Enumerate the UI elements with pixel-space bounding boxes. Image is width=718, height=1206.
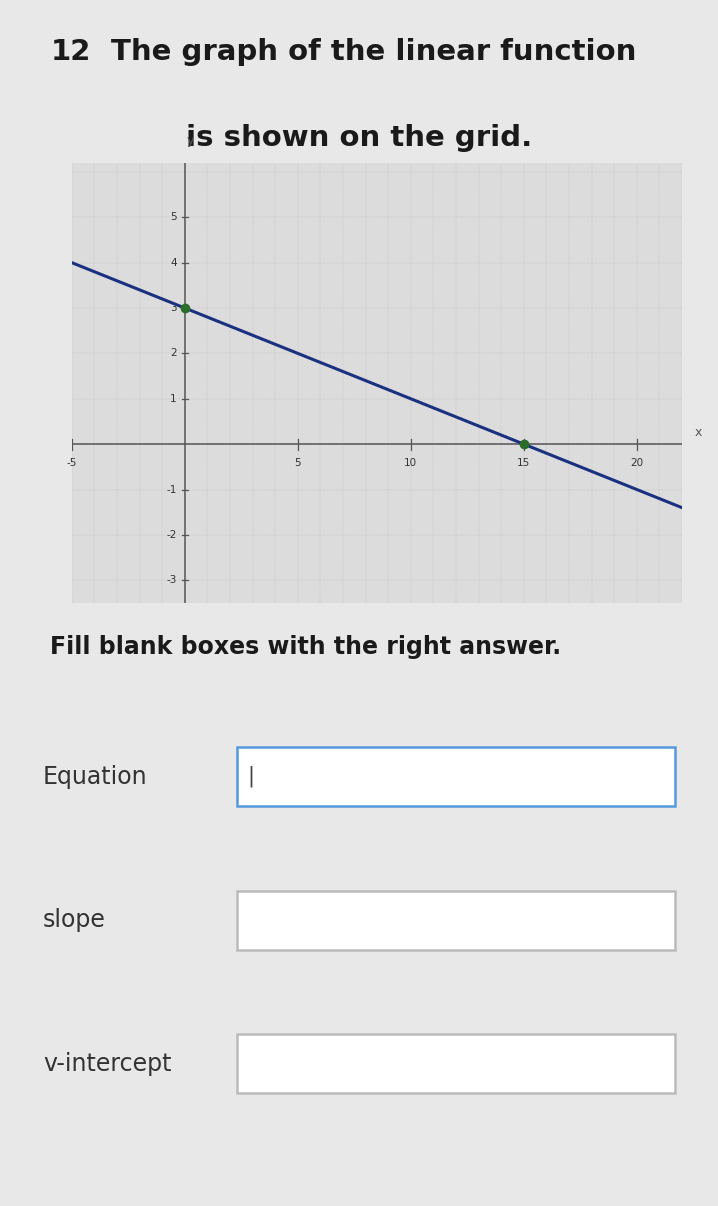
Text: is shown on the grid.: is shown on the grid.	[186, 124, 532, 152]
FancyBboxPatch shape	[237, 748, 675, 806]
FancyBboxPatch shape	[237, 1035, 675, 1093]
Text: 1: 1	[170, 394, 177, 404]
Text: 5: 5	[294, 458, 301, 468]
Text: |: |	[248, 766, 255, 788]
Text: 2: 2	[170, 349, 177, 358]
Text: y: y	[187, 134, 194, 147]
Text: 3: 3	[170, 303, 177, 314]
Text: v-intercept: v-intercept	[43, 1052, 172, 1076]
Text: -1: -1	[167, 485, 177, 494]
Text: slope: slope	[43, 908, 106, 932]
Text: 4: 4	[170, 258, 177, 268]
Text: -3: -3	[167, 575, 177, 585]
Text: -2: -2	[167, 529, 177, 540]
FancyBboxPatch shape	[237, 891, 675, 950]
Text: Fill blank boxes with the right answer.: Fill blank boxes with the right answer.	[50, 636, 561, 658]
Text: 10: 10	[404, 458, 417, 468]
Text: Equation: Equation	[43, 765, 148, 789]
Text: The graph of the linear function: The graph of the linear function	[111, 37, 637, 65]
Text: 12: 12	[50, 37, 90, 65]
Text: x: x	[694, 426, 701, 439]
Text: 5: 5	[170, 212, 177, 222]
Text: -5: -5	[67, 458, 77, 468]
Text: 20: 20	[630, 458, 643, 468]
Text: 15: 15	[517, 458, 531, 468]
